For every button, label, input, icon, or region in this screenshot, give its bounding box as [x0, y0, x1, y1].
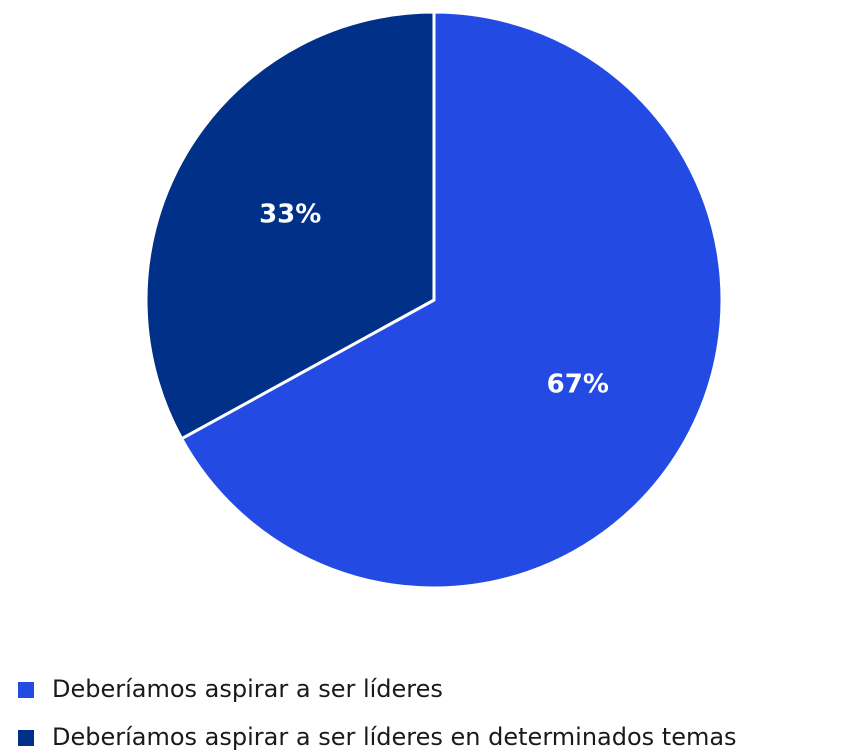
legend-label: Deberíamos aspirar a ser líderes en dete…: [52, 723, 737, 751]
data-label: 67%: [547, 370, 609, 400]
pie-slice: [144, 10, 436, 441]
legend-swatch: [18, 730, 34, 746]
legend-label: Deberíamos aspirar a ser líderes: [52, 675, 443, 703]
data-label: 33%: [259, 199, 321, 229]
legend-swatch: [18, 682, 34, 698]
pie-slice: [180, 10, 724, 590]
